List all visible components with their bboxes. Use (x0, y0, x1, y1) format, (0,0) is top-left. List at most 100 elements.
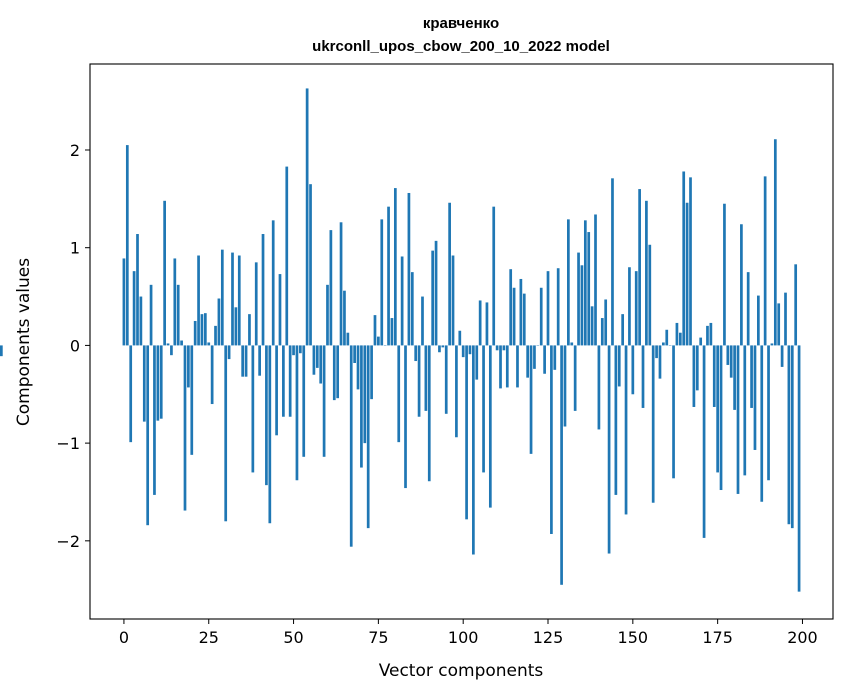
bar (546, 271, 550, 346)
bar (265, 345, 268, 486)
bar (736, 345, 740, 494)
bar (590, 306, 594, 346)
bar (288, 345, 292, 417)
bar (746, 272, 750, 346)
bar (512, 287, 516, 346)
bar (397, 345, 401, 443)
bar (685, 202, 689, 346)
bar (533, 345, 536, 369)
bar (427, 345, 431, 482)
bar (570, 342, 574, 346)
bar (125, 145, 129, 346)
bar (370, 345, 373, 400)
bar (139, 296, 143, 346)
bar (726, 345, 730, 365)
bar (363, 345, 367, 444)
bar (142, 345, 146, 422)
bar (183, 345, 187, 511)
bar (604, 299, 608, 346)
x-tick-label: 200 (787, 628, 818, 647)
bar (567, 219, 570, 346)
bar (757, 295, 760, 346)
bar (353, 345, 356, 363)
bar (336, 345, 340, 399)
bar (461, 345, 465, 358)
x-tick-label: 0 (119, 628, 129, 647)
bar (326, 284, 329, 346)
bar (556, 268, 560, 346)
bar (231, 252, 234, 346)
bar (784, 292, 787, 346)
bar (251, 345, 255, 473)
x-tick-label: 150 (618, 628, 649, 647)
bar (319, 345, 323, 384)
bar (173, 258, 177, 346)
bar (360, 345, 363, 468)
bar (543, 345, 546, 374)
x-axis: 0 25 50 75 100 125 150 175 200 (119, 619, 818, 647)
bar (733, 345, 736, 410)
bar (485, 302, 489, 346)
bar (709, 322, 713, 346)
bar (248, 314, 251, 346)
bar (675, 322, 679, 346)
bar (390, 318, 394, 346)
bar (478, 300, 482, 346)
bar (282, 345, 285, 417)
bar (689, 177, 692, 346)
bar (180, 340, 183, 346)
bar (203, 313, 207, 346)
bar (655, 345, 658, 359)
bar (773, 139, 777, 346)
bar (614, 345, 618, 495)
bar (159, 345, 163, 419)
bar (149, 284, 153, 346)
bar (509, 269, 513, 346)
bar (648, 244, 652, 346)
bar (662, 342, 665, 346)
plot-frame (89, 63, 834, 620)
bar (346, 332, 350, 346)
y-axis-label: Components values (14, 258, 34, 426)
bar (790, 345, 794, 529)
bar (421, 296, 424, 346)
bar (740, 224, 743, 346)
bar (499, 345, 502, 389)
bar (522, 293, 526, 346)
bar (465, 345, 468, 520)
bar (441, 345, 445, 348)
y-tick-label: −2 (56, 532, 80, 551)
bar (763, 176, 767, 346)
bar (431, 250, 435, 346)
bar (597, 345, 601, 430)
bar (695, 345, 699, 391)
bar (658, 345, 662, 379)
bar (651, 345, 655, 503)
bar (424, 345, 428, 411)
bar (641, 345, 645, 408)
bar (770, 343, 774, 346)
bar (767, 345, 770, 481)
bar (176, 284, 180, 346)
bar (628, 267, 631, 346)
bar (393, 188, 397, 346)
bar (777, 303, 781, 346)
bar (377, 336, 380, 346)
bar (315, 345, 319, 368)
bar (495, 345, 499, 351)
bar (682, 171, 686, 346)
bar (343, 290, 346, 346)
y-tick-label: 1 (70, 239, 80, 258)
bar (404, 345, 407, 489)
bar (207, 342, 211, 346)
bar (719, 345, 723, 491)
bar (638, 189, 641, 346)
bar (699, 337, 703, 346)
bar (492, 206, 496, 346)
bar (332, 345, 336, 401)
bar (254, 262, 258, 346)
bar (624, 345, 628, 515)
bar (298, 345, 302, 354)
bar (539, 287, 543, 346)
bar (472, 345, 475, 555)
